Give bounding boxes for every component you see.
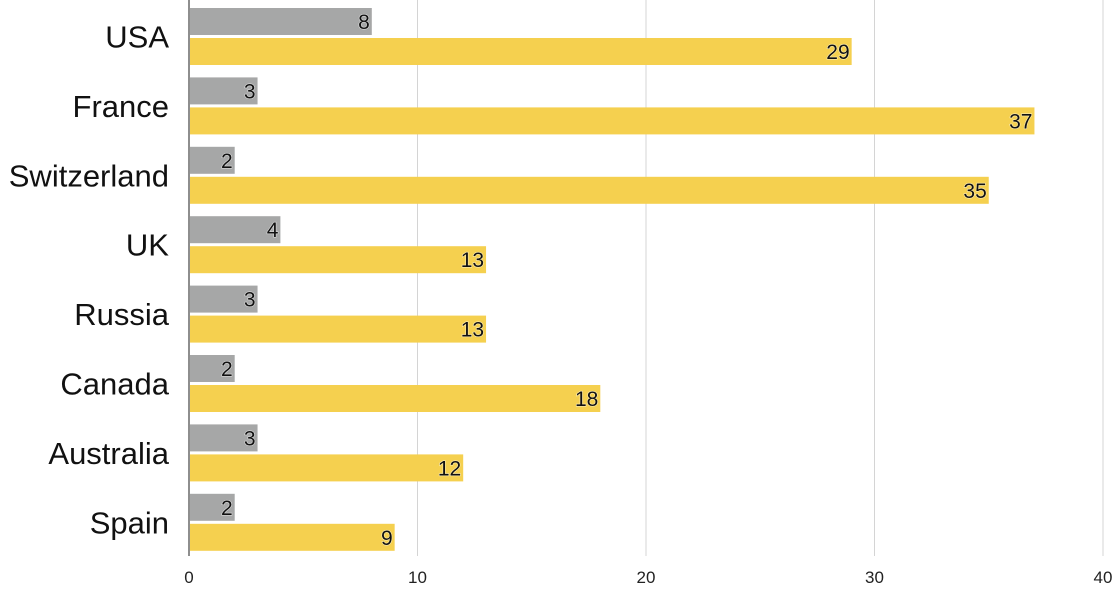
data-label: 13 bbox=[461, 319, 484, 342]
data-label: 35 bbox=[963, 180, 986, 203]
category-label: France bbox=[73, 89, 169, 124]
data-label: 12 bbox=[438, 457, 461, 480]
bar bbox=[190, 107, 1035, 135]
bar bbox=[190, 523, 395, 551]
bar bbox=[190, 8, 372, 35]
data-label: 2 bbox=[221, 150, 233, 173]
bar bbox=[190, 246, 487, 274]
x-tick-label: 20 bbox=[637, 568, 656, 587]
gridlines bbox=[417, 0, 1104, 556]
data-label: 3 bbox=[244, 289, 256, 312]
category-label: Switzerland bbox=[9, 158, 169, 193]
category-label: UK bbox=[126, 228, 169, 263]
bar bbox=[190, 355, 235, 382]
data-label: 4 bbox=[267, 219, 279, 242]
bar bbox=[190, 385, 601, 412]
x-tick-label: 10 bbox=[408, 568, 427, 587]
bar bbox=[190, 285, 258, 313]
bar bbox=[190, 454, 464, 482]
x-tick-label: 30 bbox=[865, 568, 884, 587]
bar bbox=[190, 176, 989, 204]
data-label: 3 bbox=[244, 80, 256, 103]
category-label: Canada bbox=[60, 367, 169, 402]
data-label: 9 bbox=[381, 527, 393, 550]
data-label: 18 bbox=[575, 388, 598, 411]
bar bbox=[190, 38, 852, 65]
bar bbox=[190, 77, 258, 105]
data-label: 29 bbox=[826, 41, 849, 64]
labels: 0 10 20 30 40829USA337France235Switzerland41… bbox=[9, 10, 1113, 587]
data-label: 13 bbox=[461, 249, 484, 272]
bars bbox=[190, 8, 1035, 551]
bar bbox=[190, 315, 487, 343]
bar bbox=[190, 146, 235, 174]
data-label: 37 bbox=[1009, 110, 1032, 133]
data-label: 2 bbox=[221, 358, 233, 381]
category-label: Australia bbox=[48, 436, 169, 471]
data-label: 8 bbox=[358, 11, 370, 34]
bar bbox=[190, 493, 235, 521]
category-label: Spain bbox=[90, 505, 169, 540]
bar bbox=[190, 216, 281, 244]
category-label: Russia bbox=[74, 297, 170, 332]
bar bbox=[190, 424, 258, 452]
data-label: 2 bbox=[221, 497, 233, 520]
x-tick-label: 40 bbox=[1094, 568, 1113, 587]
category-label: USA bbox=[105, 20, 169, 55]
x-tick-label: 0 bbox=[184, 568, 193, 587]
data-label: 3 bbox=[244, 427, 256, 450]
